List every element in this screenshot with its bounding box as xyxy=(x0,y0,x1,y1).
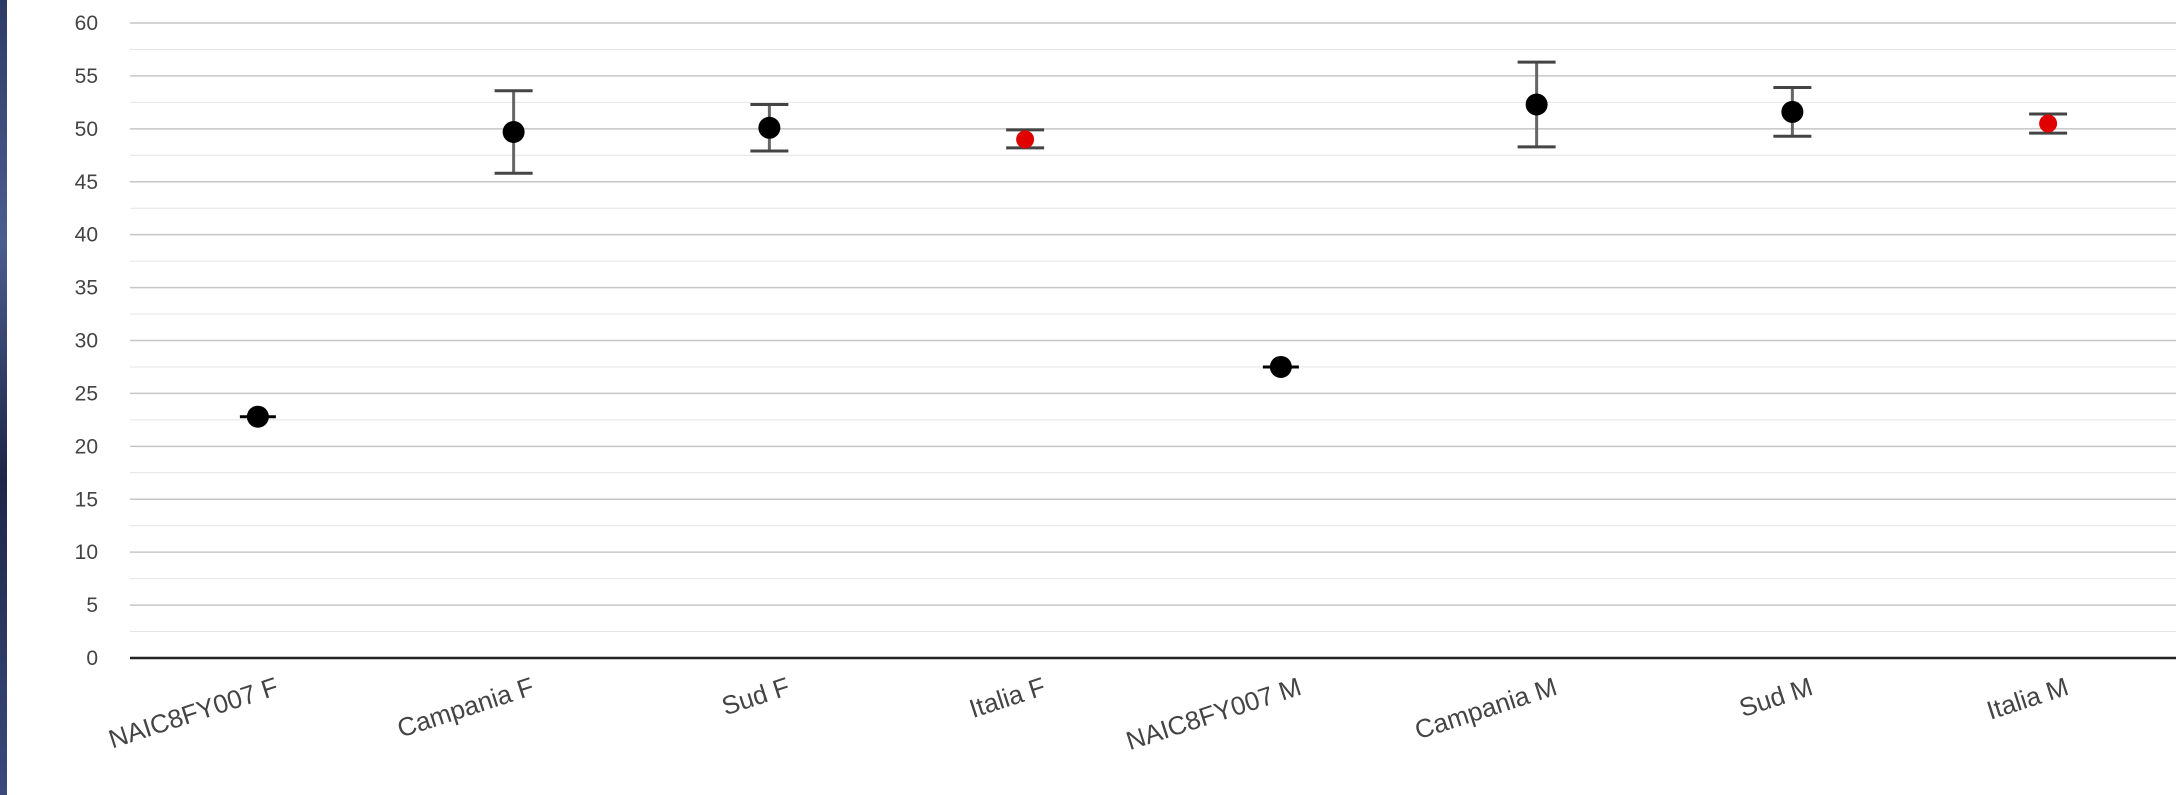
x-category-label: NAIC8FY007 F xyxy=(105,671,282,754)
data-point xyxy=(758,116,781,139)
data-point xyxy=(2039,114,2058,133)
data-point xyxy=(246,405,269,428)
data-point xyxy=(1016,130,1035,149)
y-tick-label: 55 xyxy=(75,65,98,88)
y-tick-label: 5 xyxy=(86,594,98,617)
x-category-label: NAIC8FY007 M xyxy=(1122,671,1304,756)
x-category-label: Sud M xyxy=(1735,671,1816,723)
y-tick-label: 60 xyxy=(75,12,98,35)
y-tick-label: 45 xyxy=(75,171,98,194)
x-category-label: Campania M xyxy=(1411,671,1560,745)
background-edge xyxy=(0,0,7,795)
y-tick-label: 0 xyxy=(86,647,98,670)
y-tick-label: 15 xyxy=(75,488,98,511)
y-tick-label: 30 xyxy=(75,330,98,353)
data-point xyxy=(1781,100,1804,123)
y-tick-label: 10 xyxy=(75,541,98,564)
x-category-label: Sud F xyxy=(718,671,793,721)
y-tick-label: 35 xyxy=(75,277,98,300)
y-tick-label: 40 xyxy=(75,224,98,247)
data-point xyxy=(1525,93,1548,116)
x-category-label: Italia M xyxy=(1983,671,2072,725)
x-category-label: Italia F xyxy=(965,671,1048,724)
y-tick-label: 20 xyxy=(75,435,98,458)
data-point xyxy=(502,121,525,144)
y-tick-label: 25 xyxy=(75,382,98,405)
y-tick-label: 50 xyxy=(75,118,98,141)
data-point xyxy=(1269,355,1292,378)
x-category-label: Campania F xyxy=(394,671,538,743)
